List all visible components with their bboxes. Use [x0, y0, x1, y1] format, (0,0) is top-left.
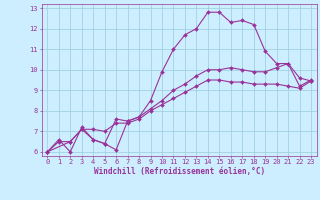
- X-axis label: Windchill (Refroidissement éolien,°C): Windchill (Refroidissement éolien,°C): [94, 167, 265, 176]
